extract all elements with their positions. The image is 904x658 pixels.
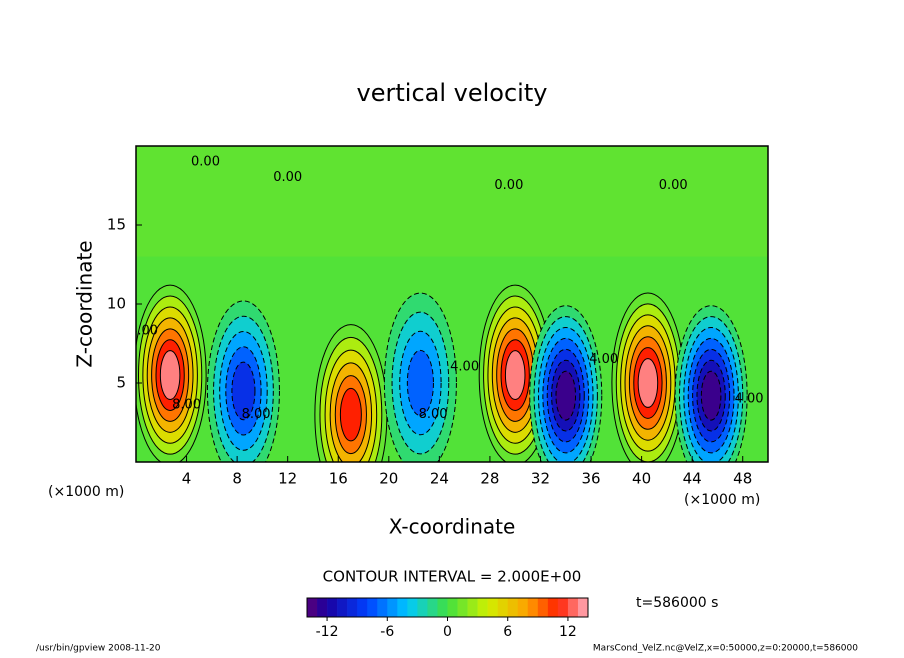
contour-label: 0.00 (494, 178, 523, 193)
contour-region (504, 350, 526, 401)
contour-label: 8.00 (172, 398, 201, 413)
contour-label: 4.00 (735, 391, 764, 406)
colorbar-segment (517, 598, 529, 617)
colorbar-segment (537, 598, 549, 617)
footer: /usr/bin/gpview 2008-11-20 (36, 644, 161, 654)
contour-region (555, 370, 577, 421)
colorbar-segment (447, 598, 458, 617)
colorbar-segment (427, 598, 438, 617)
colorbar-segment (347, 598, 358, 617)
colorbar-segment (377, 598, 388, 617)
colorbar-segment (397, 598, 408, 617)
colorbar-segment (467, 598, 478, 617)
colorbar-segment (367, 598, 378, 617)
chart-title: vertical velocity (357, 79, 548, 107)
colorbar-tick-label: 6 (503, 624, 512, 640)
colorbar-segment (317, 598, 328, 617)
x-tick-label: 40 (632, 470, 651, 488)
colorbar-segment (417, 598, 428, 617)
colorbar-segment (527, 598, 539, 617)
y-tick-label: 5 (116, 374, 126, 392)
contour-interval: CONTOUR INTERVAL = 2.000E+00 (323, 568, 582, 586)
colorbar-segment (337, 598, 348, 617)
contour-label: 4.00 (589, 352, 618, 367)
contour-region (406, 349, 434, 417)
x-tick-label: 12 (278, 470, 297, 488)
x-tick-label: 44 (683, 470, 702, 488)
time-label: t=586000 s (636, 595, 718, 611)
contour-label: 0.00 (191, 154, 220, 169)
colorbar-segment (457, 598, 468, 617)
contour-region (637, 358, 659, 408)
colorbar-tick-label: -6 (380, 624, 394, 640)
footer: MarsCond_VelZ.nc@VelZ,x=0:50000,z=0:2000… (593, 644, 858, 654)
colorbar-segment (567, 598, 579, 617)
upper-layer (136, 146, 768, 257)
colorbar-segment (507, 598, 519, 617)
y-tick-label: 15 (107, 216, 126, 234)
contour-label: 8.00 (419, 407, 448, 422)
contour-region (159, 350, 181, 401)
plot-area: 0.00 0.00 0.00 0.00 4.00 8.00 8.00 4.00 8.00 4.00… (129, 146, 768, 462)
colorbar-segment (577, 598, 589, 617)
contour-region (700, 370, 722, 421)
x-tick-label: 8 (232, 470, 242, 488)
colorbar-segment (547, 598, 559, 617)
colorbar-tick-label: 0 (443, 624, 452, 640)
x-unit: (×1000 m) (48, 484, 124, 500)
x-tick-label: 32 (531, 470, 550, 488)
colorbar-segment (497, 598, 509, 617)
contour-label: 8.00 (242, 407, 271, 422)
colorbar-segment (557, 598, 569, 617)
colorbar-segment (487, 598, 498, 617)
colorbar-segment (357, 598, 368, 617)
colorbar-tick-label: 12 (559, 624, 577, 640)
x-tick-label: 28 (480, 470, 499, 488)
contour-region (339, 387, 362, 442)
contour-label: 0.00 (659, 178, 688, 193)
x-axis-label: X-coordinate (389, 515, 516, 539)
x-unit: (×1000 m) (684, 492, 760, 508)
contour-region (231, 361, 256, 421)
x-tick-label: 48 (733, 470, 752, 488)
x-tick-label: 36 (581, 470, 600, 488)
colorbar-tick-label: -12 (316, 624, 339, 640)
colorbar-segment (477, 598, 488, 617)
y-axis-label: Z-coordinate (73, 240, 97, 367)
contour-label: 4.00 (450, 360, 479, 375)
colorbar-segment (327, 598, 338, 617)
x-tick-label: 24 (430, 470, 449, 488)
x-tick-label: 4 (182, 470, 192, 488)
contour-label: 4.00 (129, 323, 158, 338)
x-tick-label: 16 (329, 470, 348, 488)
colorbar-segment (387, 598, 398, 617)
x-tick-label: 20 (379, 470, 398, 488)
colorbar-segment (437, 598, 448, 617)
y-tick-label: 10 (107, 295, 126, 313)
contour-label: 0.00 (273, 170, 302, 185)
colorbar-segment (307, 598, 318, 617)
colorbar-segment (407, 598, 418, 617)
